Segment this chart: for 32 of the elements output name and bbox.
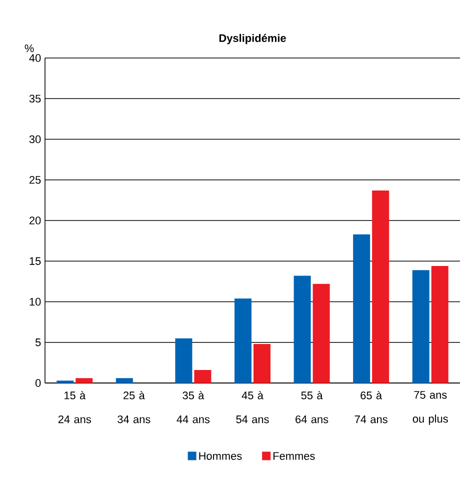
y-tick-label: 30 (29, 135, 41, 144)
bar (76, 378, 93, 383)
category-label: 65 à 74 ans (354, 391, 388, 424)
bar (431, 266, 448, 383)
y-tick-label: 0 (35, 379, 41, 387)
bar (353, 234, 370, 383)
y-tick-label: 25 (30, 176, 41, 184)
bar (253, 344, 270, 383)
category-label: 15 à 24 ans (58, 391, 91, 424)
legend-label: Hommes (199, 452, 242, 460)
bar (234, 298, 252, 383)
category-label: 35 à 44 ans (176, 391, 210, 424)
category-label: 75 ans ou plus (412, 391, 448, 425)
bar (116, 378, 133, 383)
y-tick-label: 10 (30, 298, 41, 306)
bar (372, 190, 390, 383)
y-axis-title: % (24, 44, 34, 52)
legend-label: Femmes (273, 452, 315, 460)
y-tick-label: 35 (29, 94, 41, 103)
y-tick-label: 20 (30, 216, 41, 224)
y-tick-label: 5 (35, 338, 41, 346)
y-tick-label: 15 (30, 257, 41, 265)
category-label: 45 à 54 ans (236, 391, 269, 424)
bar (175, 338, 192, 383)
bar (412, 270, 430, 383)
bar (312, 284, 330, 383)
chart-title: Dyslipidémie (219, 34, 286, 44)
bar (194, 370, 212, 383)
bar (294, 276, 311, 383)
category-label: 55 à 64 ans (296, 391, 328, 424)
y-tick-label: 40 (29, 54, 41, 62)
category-label: 25 à 34 ans (118, 391, 150, 424)
